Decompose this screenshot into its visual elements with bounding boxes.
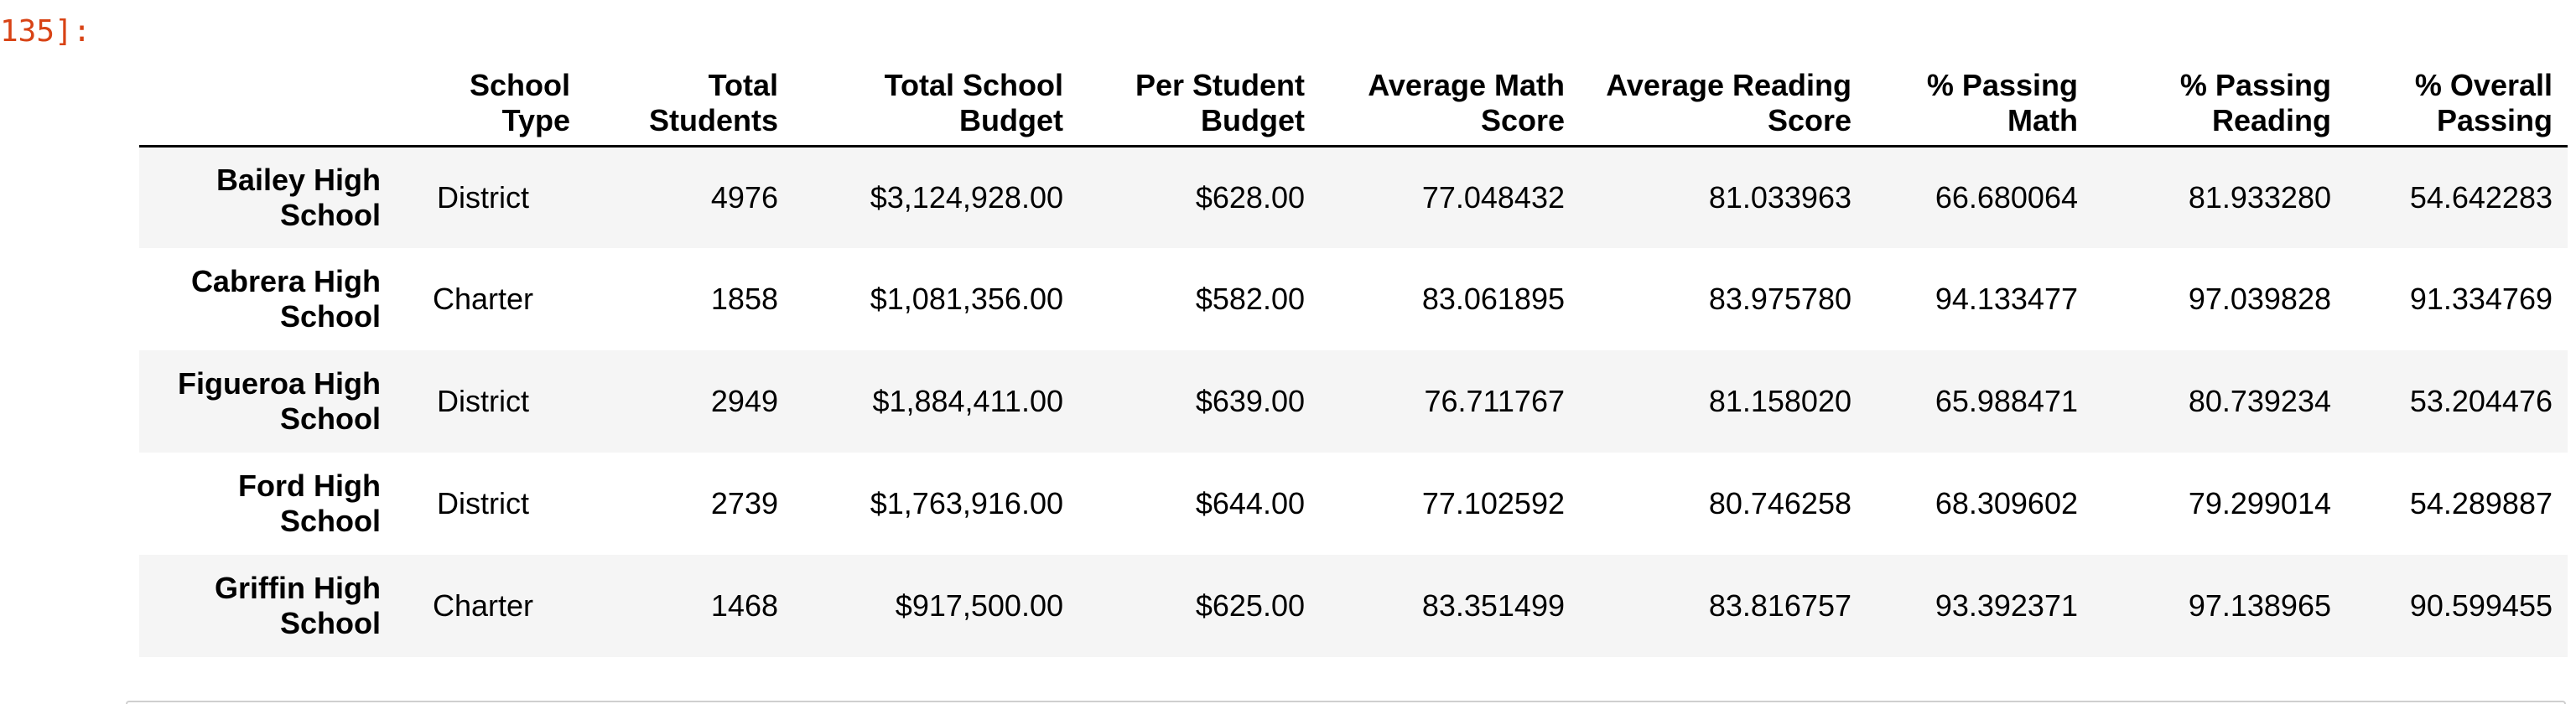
- row-index-label: Bailey High School: [216, 162, 381, 232]
- row-index-label: Ford High School: [238, 468, 381, 538]
- cell-pct-overall-passing: 54.289887: [2409, 486, 2553, 520]
- cell-pct-passing-math: 66.680064: [1935, 179, 2078, 215]
- cell-total-school-budget: $917,500.00: [895, 588, 1063, 623]
- cell-total-students: 1858: [710, 282, 778, 316]
- cell-pct-passing-reading: 97.039828: [2188, 282, 2331, 316]
- cell-pct-overall-passing: 91.334769: [2409, 282, 2553, 316]
- table-row: Cabrera High School Charter 1858 $1,081,…: [139, 248, 2568, 350]
- cell-average-math-score: 83.351499: [1421, 588, 1565, 623]
- cell-total-students: 2949: [710, 384, 778, 418]
- table-row: Bailey High School District 4976 $3,124,…: [139, 146, 2568, 248]
- cell-average-math-score: 76.711767: [1424, 384, 1565, 418]
- column-header-per-student-budget: Per Student Budget: [1078, 54, 1320, 148]
- cell-pct-passing-reading: 79.299014: [2188, 486, 2331, 520]
- cell-average-reading-score: 80.746258: [1708, 486, 1852, 520]
- column-header-pct-passing-reading: % Passing Reading: [2093, 54, 2346, 148]
- cell-per-student-budget: $644.00: [1195, 486, 1305, 520]
- cell-pct-passing-reading: 81.933280: [2188, 179, 2331, 215]
- column-header-total-school-budget: Total School Budget: [793, 54, 1078, 148]
- output-prompt: 135]:: [0, 14, 91, 49]
- next-notebook-cell[interactable]: [126, 701, 2566, 704]
- cell-total-students: 1468: [710, 588, 778, 623]
- column-header-average-reading-score: Average Reading Score: [1580, 54, 1867, 148]
- column-header-school-type: School Type: [396, 54, 585, 148]
- cell-average-math-score: 77.102592: [1421, 486, 1565, 520]
- table-header-row: School Type Total Students Total School …: [139, 54, 2568, 148]
- column-header-index: [139, 54, 396, 148]
- cell-total-school-budget: $1,884,411.00: [872, 384, 1063, 418]
- school-summary-table: School Type Total Students Total School …: [139, 54, 2568, 657]
- cell-pct-passing-math: 94.133477: [1935, 282, 2078, 316]
- cell-total-school-budget: $1,763,916.00: [870, 486, 1063, 520]
- cell-average-reading-score: 83.816757: [1708, 588, 1852, 623]
- cell-school-type: Charter: [432, 282, 534, 316]
- cell-average-math-score: 77.048432: [1421, 179, 1565, 215]
- cell-school-type: District: [437, 486, 529, 520]
- cell-per-student-budget: $628.00: [1195, 179, 1305, 215]
- dataframe-output: School Type Total Students Total School …: [139, 54, 2568, 657]
- cell-average-reading-score: 83.975780: [1708, 282, 1852, 316]
- cell-per-student-budget: $639.00: [1195, 384, 1305, 418]
- column-header-total-students: Total Students: [585, 54, 793, 148]
- cell-school-type: District: [437, 179, 529, 215]
- column-header-average-math-score: Average Math Score: [1320, 54, 1580, 148]
- column-header-pct-overall-passing: % Overall Passing: [2346, 54, 2568, 148]
- column-header-pct-passing-math: % Passing Math: [1867, 54, 2093, 148]
- cell-pct-passing-reading: 80.739234: [2188, 384, 2331, 418]
- cell-pct-overall-passing: 54.642283: [2409, 179, 2553, 215]
- table-row: Griffin High School Charter 1468 $917,50…: [139, 555, 2568, 657]
- cell-average-reading-score: 81.033963: [1708, 179, 1852, 215]
- cell-average-math-score: 83.061895: [1421, 282, 1565, 316]
- cell-pct-passing-reading: 97.138965: [2188, 588, 2331, 623]
- cell-pct-passing-math: 93.392371: [1935, 588, 2078, 623]
- cell-pct-overall-passing: 53.204476: [2409, 384, 2553, 418]
- table-row: Figueroa High School District 2949 $1,88…: [139, 350, 2568, 453]
- cell-total-students: 4976: [710, 179, 778, 215]
- cell-school-type: District: [437, 384, 529, 418]
- row-index-label: Figueroa High School: [178, 366, 381, 436]
- cell-total-students: 2739: [710, 486, 778, 520]
- cell-school-type: Charter: [432, 588, 534, 623]
- table-row: Ford High School District 2739 $1,763,91…: [139, 453, 2568, 555]
- cell-total-school-budget: $1,081,356.00: [870, 282, 1063, 316]
- cell-average-reading-score: 81.158020: [1708, 384, 1852, 418]
- row-index-label: Griffin High School: [215, 571, 381, 640]
- cell-per-student-budget: $582.00: [1195, 282, 1305, 316]
- cell-pct-overall-passing: 90.599455: [2409, 588, 2553, 623]
- cell-pct-passing-math: 65.988471: [1935, 384, 2078, 418]
- cell-per-student-budget: $625.00: [1195, 588, 1305, 623]
- cell-pct-passing-math: 68.309602: [1935, 486, 2078, 520]
- row-index-label: Cabrera High School: [190, 264, 381, 334]
- cell-total-school-budget: $3,124,928.00: [870, 179, 1063, 215]
